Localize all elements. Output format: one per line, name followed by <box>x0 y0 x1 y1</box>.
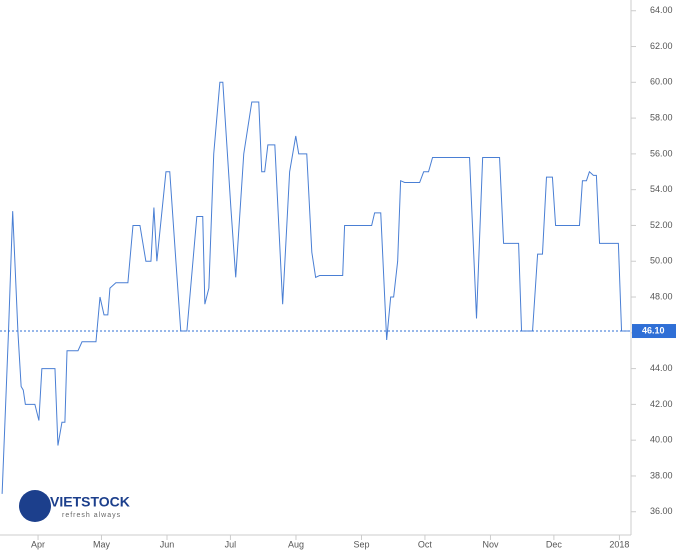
x-tick-label: Jul <box>225 539 237 549</box>
logo-icon <box>19 490 51 522</box>
y-tick-label: 50.00 <box>650 256 673 266</box>
logo-name: VIETSTOCK <box>50 494 130 510</box>
logo-tagline: refresh always <box>62 512 121 519</box>
x-tick-label: May <box>93 539 111 549</box>
x-tick-label: Aug <box>288 539 304 549</box>
x-tick-label: Oct <box>418 539 433 549</box>
y-tick-label: 52.00 <box>650 220 673 230</box>
y-tick-label: 54.00 <box>650 184 673 194</box>
current-price-box <box>632 324 676 339</box>
y-tick-label: 60.00 <box>650 77 673 87</box>
y-tick-label: 64.00 <box>650 5 673 15</box>
current-price-label: 46.10 <box>642 325 665 335</box>
y-tick-label: 62.00 <box>650 41 673 51</box>
y-tick-label: 38.00 <box>650 470 673 480</box>
x-tick-label: Sep <box>354 539 370 549</box>
x-tick-label: Dec <box>546 539 563 549</box>
y-tick-label: 56.00 <box>650 148 673 158</box>
x-tick-label: Apr <box>31 539 45 549</box>
y-tick-label: 44.00 <box>650 363 673 373</box>
logo: VIETSTOCK refresh always <box>19 490 130 522</box>
x-tick-label: Nov <box>482 539 499 549</box>
x-tick-label: Jun <box>160 539 175 549</box>
y-tick-label: 58.00 <box>650 112 673 122</box>
y-tick-label: 48.00 <box>650 291 673 301</box>
y-tick-label: 36.00 <box>650 506 673 516</box>
y-tick-label: 42.00 <box>650 399 673 409</box>
y-tick-label: 40.00 <box>650 435 673 445</box>
x-tick-label: 2018 <box>609 539 629 549</box>
price-line <box>1 81 630 494</box>
